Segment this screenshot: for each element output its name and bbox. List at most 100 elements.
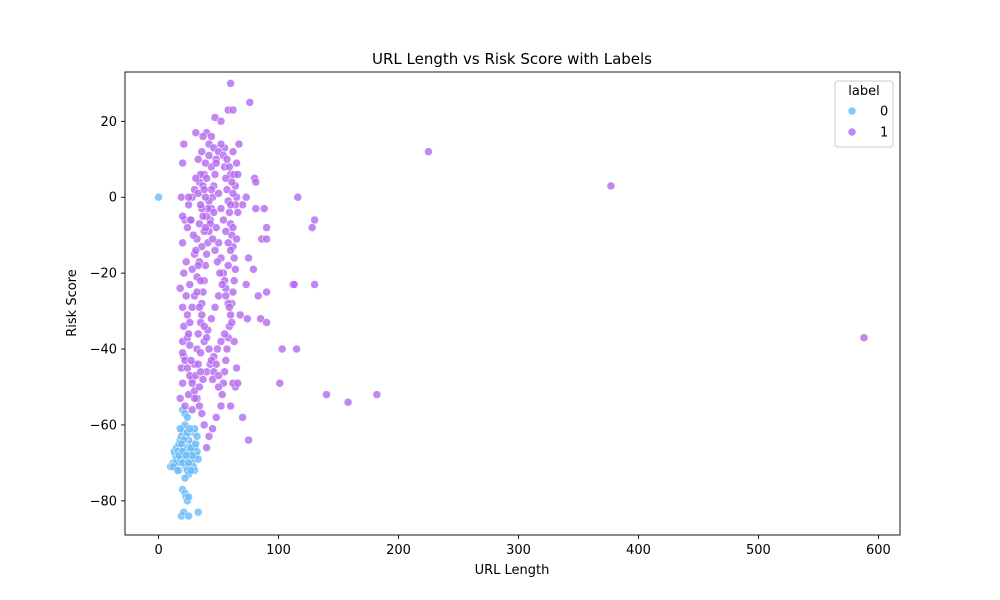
point-label-1 [201, 223, 210, 232]
points-layer [154, 79, 869, 521]
point-label-1 [193, 261, 203, 270]
point-label-1 [310, 215, 319, 225]
point-label-0 [184, 492, 193, 502]
point-label-1 [204, 151, 214, 160]
plot-frame [124, 71, 901, 536]
point-label-1 [198, 132, 208, 141]
point-label-0 [185, 424, 195, 433]
point-label-1 [228, 287, 238, 297]
point-label-1 [243, 314, 252, 323]
point-label-1 [214, 189, 223, 198]
point-label-0 [183, 413, 192, 422]
point-label-1 [251, 177, 261, 187]
point-label-1 [207, 185, 216, 194]
point-label-1 [222, 185, 232, 194]
x-tick-label: 600 [866, 543, 891, 558]
point-label-1 [241, 280, 251, 289]
point-label-1 [202, 333, 211, 342]
point-label-1 [241, 192, 251, 202]
point-label-1 [221, 227, 231, 236]
point-label-1 [179, 268, 189, 278]
point-label-1 [216, 117, 226, 126]
point-label-1 [184, 200, 193, 210]
point-label-1 [228, 223, 238, 232]
point-label-1 [178, 378, 187, 388]
point-label-1 [178, 211, 187, 221]
point-label-0 [184, 458, 193, 468]
point-label-1 [183, 310, 192, 320]
point-label-1 [211, 359, 221, 369]
x-tick-label: 100 [266, 543, 291, 558]
y-tick-label: 0 [109, 191, 117, 206]
point-label-1 [221, 174, 231, 183]
point-label-1 [184, 329, 193, 339]
point-label-1 [201, 158, 210, 168]
point-label-1 [196, 367, 205, 377]
point-label-1 [228, 189, 238, 198]
x-tick-label: 200 [386, 543, 411, 558]
point-label-1 [229, 253, 239, 263]
point-label-1 [606, 181, 616, 191]
point-label-0 [181, 451, 191, 460]
point-label-1 [193, 189, 203, 198]
point-label-1 [219, 215, 228, 225]
point-label-1 [175, 284, 185, 293]
y-axis-label: Risk Score [65, 269, 80, 337]
point-label-1 [197, 310, 207, 320]
point-label-1 [226, 79, 235, 88]
point-label-1 [216, 139, 226, 149]
point-label-1 [226, 401, 235, 411]
point-label-1 [192, 287, 202, 297]
point-label-1 [211, 158, 221, 168]
point-label-1 [204, 344, 214, 354]
x-axis-label: URL Length [475, 563, 550, 578]
point-label-0 [154, 192, 163, 202]
point-label-0 [192, 432, 202, 441]
point-label-1 [186, 356, 196, 365]
point-label-1 [191, 174, 201, 183]
point-label-1 [185, 280, 195, 289]
point-label-1 [227, 318, 237, 327]
point-label-1 [198, 211, 208, 221]
point-label-1 [202, 174, 211, 183]
point-label-1 [202, 249, 211, 259]
point-label-1 [209, 208, 219, 217]
legend: label 01 [834, 80, 894, 148]
point-label-1 [211, 223, 221, 232]
point-label-1 [213, 344, 222, 354]
point-label-1 [196, 276, 205, 285]
point-label-1 [215, 268, 225, 278]
point-label-0 [180, 473, 190, 483]
x-axis-ticks: 0 100 200 300 400 500 600 [154, 535, 891, 558]
point-label-1 [289, 280, 299, 289]
point-label-1 [210, 170, 220, 179]
point-label-1 [244, 435, 253, 445]
point-label-1 [193, 359, 203, 369]
point-label-1 [216, 337, 226, 346]
point-label-1 [175, 394, 185, 403]
point-label-1 [262, 287, 271, 297]
point-label-1 [191, 246, 201, 255]
point-label-1 [187, 303, 197, 312]
point-label-1 [217, 280, 227, 289]
point-label-1 [214, 382, 223, 392]
point-label-1 [179, 322, 189, 331]
point-label-1 [233, 378, 243, 388]
point-label-1 [216, 401, 226, 411]
point-label-1 [221, 291, 231, 301]
point-label-1 [227, 177, 237, 187]
point-label-1 [277, 344, 287, 354]
point-label-1 [184, 192, 193, 202]
point-label-1 [197, 147, 207, 156]
point-label-1 [228, 105, 238, 115]
point-label-1 [216, 204, 226, 213]
point-label-0 [175, 424, 185, 433]
point-label-1 [225, 303, 234, 312]
point-label-1 [214, 238, 223, 248]
point-label-1 [207, 314, 216, 323]
point-label-1 [181, 257, 191, 267]
point-label-1 [195, 401, 204, 411]
legend-marker-1 [847, 127, 857, 137]
